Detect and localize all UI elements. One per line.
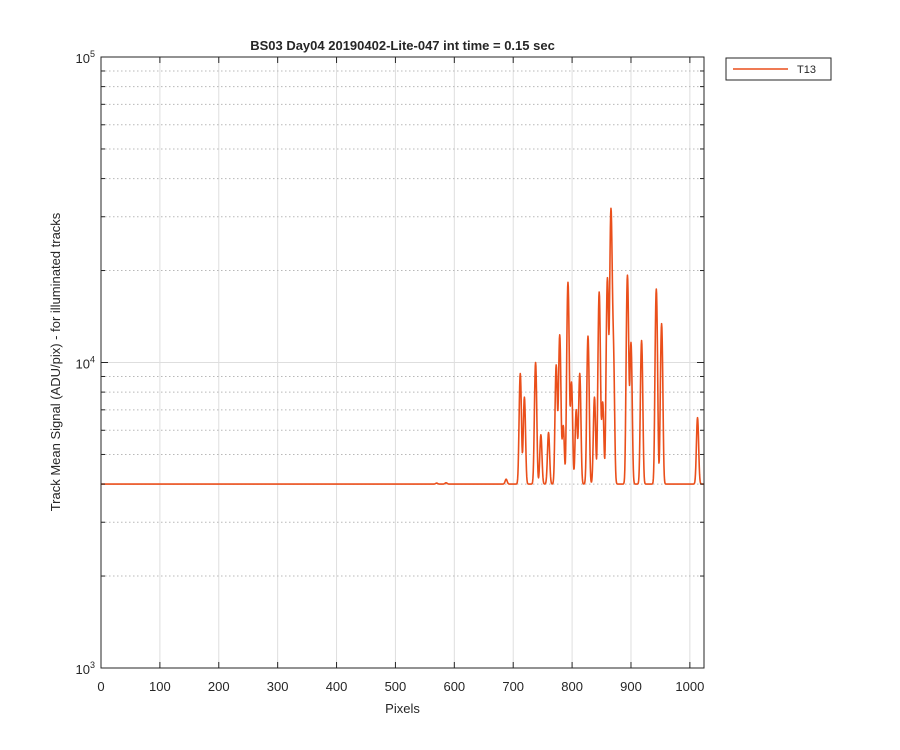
series-layer [100,207,705,485]
x-tick-label: 600 [443,679,465,694]
x-tick-label: 700 [502,679,524,694]
y-tick-labels: 103 104 105 [76,49,95,677]
x-axis-label: Pixels [385,701,420,716]
x-tick-label: 1000 [675,679,704,694]
y-tick-label: 105 [76,49,95,66]
x-tick-labels: 0 100 200 300 400 500 600 700 800 900 1000 [97,679,704,694]
series-line-t13 [100,207,705,485]
grid [101,57,704,668]
ticks [100,56,704,669]
x-tick-label: 500 [385,679,407,694]
y-tick-label: 104 [76,355,95,372]
y-tick-label: 103 [76,660,95,677]
x-tick-label: 400 [326,679,348,694]
x-tick-label: 0 [97,679,104,694]
x-tick-label: 200 [208,679,230,694]
legend[interactable]: T13 [725,57,832,81]
chart-title: BS03 Day04 20190402-Lite-047 int time = … [250,38,555,53]
x-tick-label: 300 [267,679,289,694]
legend-label-t13: T13 [797,64,816,76]
x-tick-label: 800 [561,679,583,694]
x-tick-label: 900 [620,679,642,694]
x-tick-label: 100 [149,679,171,694]
y-axis-label: Track Mean Signal (ADU/pix) - for illumi… [48,212,63,511]
